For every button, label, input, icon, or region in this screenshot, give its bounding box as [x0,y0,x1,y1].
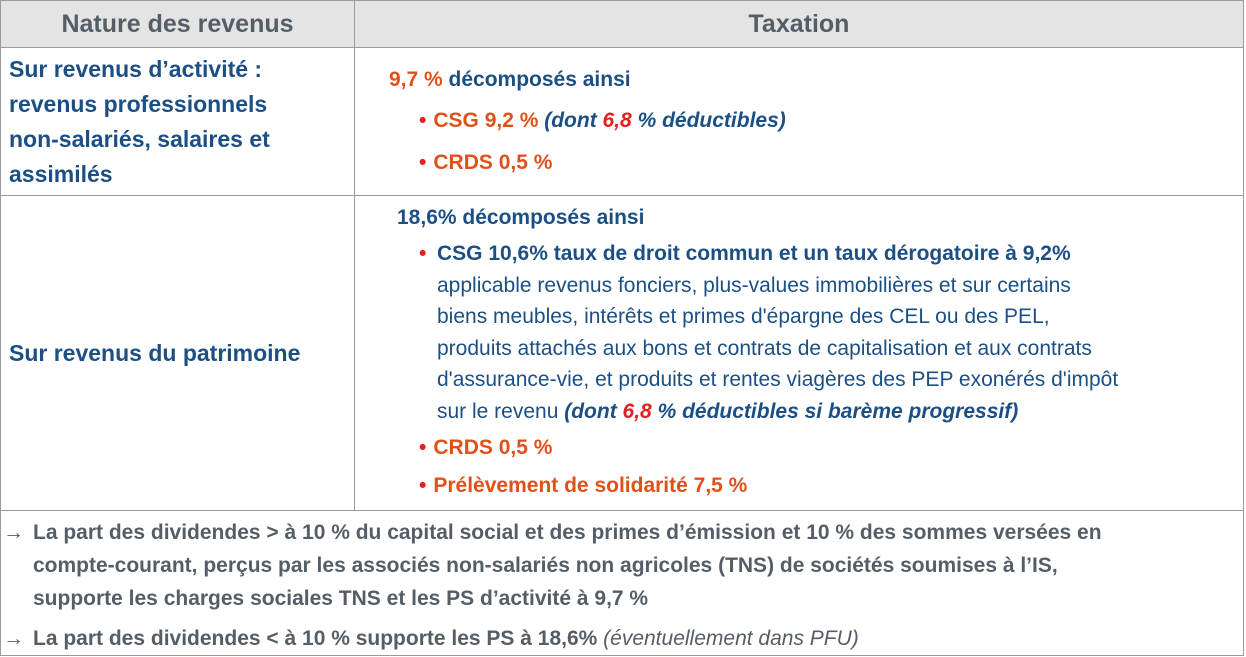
activity-total: 9,7 % décomposés ainsi [355,48,1243,100]
patrimoine-csg-line: produits attachés aux bons et contrats d… [437,336,1092,360]
row-patrimoine-label-cell: Sur revenus du patrimoine [0,195,355,511]
row-activity: Sur revenus d’activité : revenus profess… [0,47,1244,196]
header-row: Nature des revenus Taxation [0,0,1244,48]
row-patrimoine-label: Sur revenus du patrimoine [9,339,301,366]
footer-item-1: → La part des dividendes > à 10 % du cap… [1,511,1243,615]
activity-csg-note-close: % déductibles) [631,109,786,132]
activity-csg-note-value: 6,8 [602,109,632,132]
activity-crds-label: CRDS 0,5 % [433,151,553,174]
activity-total-value: 9,7 % [389,68,443,91]
patrimoine-csg-last-text: sur le revenu [437,399,565,423]
patrimoine-csg-note-value: 6,8 [622,399,652,423]
patrimoine-csg-line: applicable revenus fonciers, plus-values… [437,273,1071,297]
activity-crds-item: • CRDS 0,5 % [355,142,1243,184]
bullet-dot-icon: • [419,436,427,459]
header-taxation: Taxation [354,0,1244,48]
footer-item-1-line: supporte les charges sociales TNS et les… [33,587,649,610]
row-activity-label-line: non-salariés, salaires et [9,125,270,152]
patrimoine-crds-label: CRDS 0,5 % [433,436,553,459]
footer-item-2-note: (éventuellement dans PFU) [603,627,859,650]
row-activity-label-line: assimilés [9,160,113,187]
row-patrimoine-tax-cell: 18,6% décomposés ainsi • CSG 10,6% taux … [354,195,1244,511]
arrow-right-icon: → [3,627,24,650]
patrimoine-prelevement-label: Prélèvement de solidarité 7,5 % [433,474,748,497]
footer-item-2: → La part des dividendes < à 10 % suppor… [1,622,1243,655]
row-activity-label-line: Sur revenus d’activité : [9,55,263,82]
patrimoine-crds-item: • CRDS 0,5 % [355,427,1243,467]
footer-item-2-text: La part des dividendes < à 10 % supporte… [33,627,604,650]
patrimoine-csg-line: biens meubles, intérêts et primes d'épar… [437,305,1050,328]
patrimoine-csg-item: • CSG 10,6% taux de droit commun et un t… [355,236,1243,427]
patrimoine-csg-note-close: % déductibles si barème progressif) [651,399,1019,423]
header-nature: Nature des revenus [0,0,355,48]
activity-csg-label: CSG 9,2 % [433,109,539,132]
patrimoine-csg-title: CSG 10,6% taux de droit commun et un tau… [437,242,1071,265]
activity-total-text: décomposés ainsi [442,68,631,91]
bullet-dot-icon: • [419,151,427,174]
footer-row: → La part des dividendes > à 10 % du cap… [0,510,1244,656]
footer-item-1-line: compte-courant, perçus par les associés … [33,554,1058,577]
patrimoine-csg-line: d'assurance-vie, et produits et rentes v… [437,368,1119,391]
bullet-dot-icon: • [419,109,427,132]
row-activity-tax-cell: 9,7 % décomposés ainsi • CSG 9,2 % (dont … [354,47,1244,196]
activity-csg-item: • CSG 9,2 % (dont 6,8 % déductibles) [355,100,1243,142]
row-patrimoine: Sur revenus du patrimoine 18,6% décompos… [0,195,1244,511]
patrimoine-csg-last-line: sur le revenu (dont 6,8 % déductibles si… [437,396,1243,428]
bullet-dot-icon: • [419,474,427,497]
footer-item-1-line: La part des dividendes > à 10 % du capit… [33,521,1102,544]
row-activity-label-line: revenus professionnels [9,90,268,117]
bullet-dot-icon: • [419,242,427,265]
patrimoine-csg-note-open: (dont [564,399,623,423]
patrimoine-total: 18,6% décomposés ainsi [397,206,645,229]
arrow-right-icon: → [3,521,24,544]
footer-cell: → La part des dividendes > à 10 % du cap… [0,510,1244,656]
patrimoine-prelevement-item: • Prélèvement de solidarité 7,5 % [355,467,1243,505]
row-activity-label-cell: Sur revenus d’activité : revenus profess… [0,47,355,196]
row-activity-label: Sur revenus d’activité : revenus profess… [1,52,354,192]
activity-csg-note-open: (dont [538,109,603,132]
